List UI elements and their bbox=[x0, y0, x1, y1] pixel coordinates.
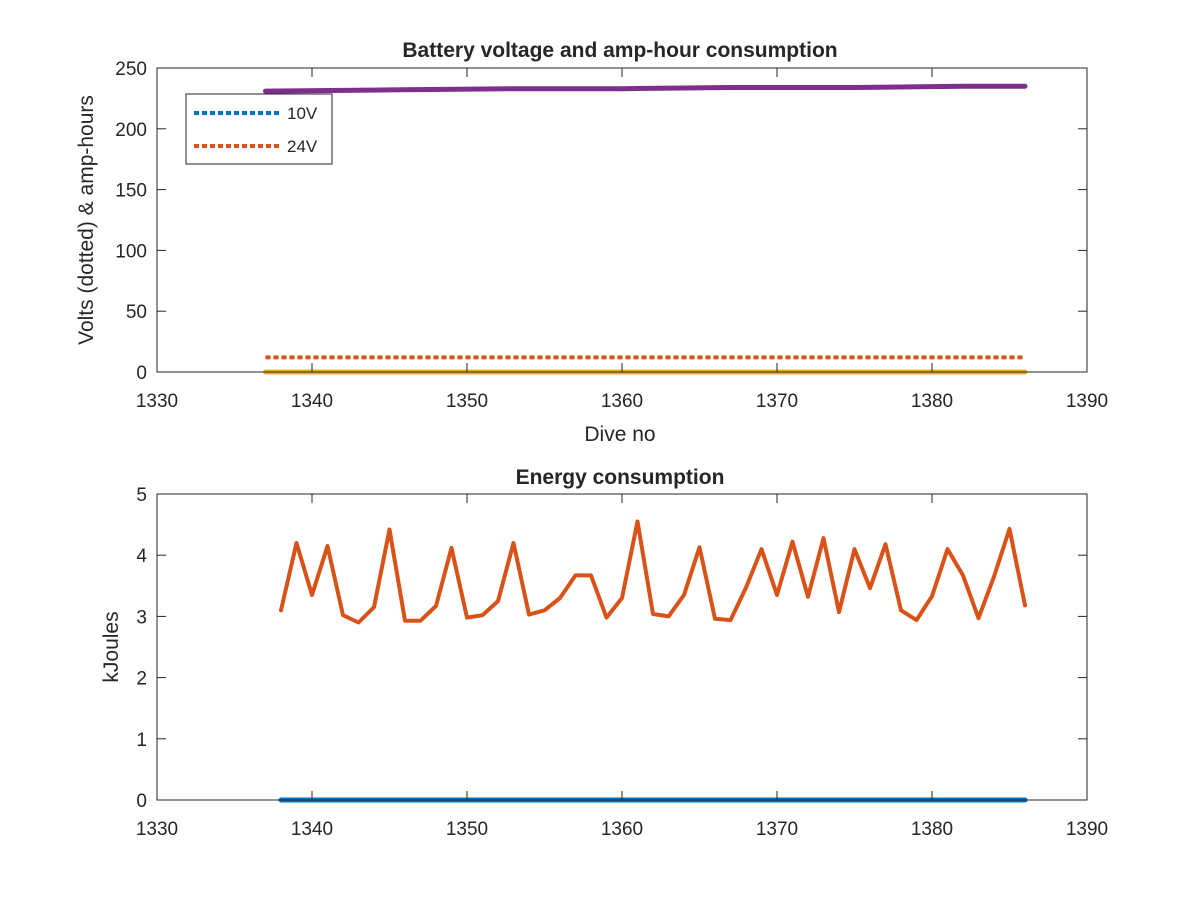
y-tick-label: 0 bbox=[136, 363, 147, 384]
series-line-battery-4 bbox=[263, 83, 1028, 94]
series-group-battery bbox=[263, 83, 1028, 375]
y-tick-label: 5 bbox=[136, 485, 147, 506]
chart-title-battery: Battery voltage and amp-hour consumption bbox=[402, 39, 837, 62]
x-tick-label: 1350 bbox=[446, 391, 488, 412]
x-tick-label: 1360 bbox=[601, 819, 643, 840]
y-tick-label: 100 bbox=[115, 241, 147, 262]
y-tick-label: 200 bbox=[115, 120, 147, 141]
ticks-energy: 1330 1340 1350 1360 1370 1380 1390 0 1 2 3 4 5 bbox=[136, 485, 1108, 840]
subplot-battery: Battery voltage and amp-hour consumption… bbox=[75, 39, 1108, 446]
x-tick-label: 1370 bbox=[756, 819, 798, 840]
x-axis-label-battery: Dive no bbox=[584, 423, 655, 446]
x-tick-label: 1350 bbox=[446, 819, 488, 840]
x-tick-label: 1330 bbox=[136, 819, 178, 840]
series-line-energy-2 bbox=[279, 519, 1027, 625]
x-tick-label: 1380 bbox=[911, 391, 953, 412]
y-axis-label-energy: kJoules bbox=[100, 611, 123, 682]
legend-box bbox=[185, 93, 333, 165]
x-tick-label: 1390 bbox=[1066, 819, 1108, 840]
y-axis-label-battery: Volts (dotted) & amp-hours bbox=[75, 95, 98, 345]
legend-label-24v: 24V bbox=[287, 137, 318, 156]
series-group-energy bbox=[278, 519, 1028, 803]
y-tick-label: 3 bbox=[136, 607, 147, 628]
y-tick-label: 50 bbox=[126, 302, 147, 323]
legend-label-10v: 10V bbox=[287, 104, 318, 123]
y-tick-label: 150 bbox=[115, 181, 147, 202]
x-tick-label: 1370 bbox=[756, 391, 798, 412]
x-tick-label: 1390 bbox=[1066, 391, 1108, 412]
chart-title-energy: Energy consumption bbox=[516, 466, 725, 489]
y-tick-label: 250 bbox=[115, 59, 147, 80]
x-tick-label: 1360 bbox=[601, 391, 643, 412]
legend: 10V 24V bbox=[185, 93, 333, 165]
x-tick-label: 1330 bbox=[136, 391, 178, 412]
y-tick-label: 1 bbox=[136, 730, 147, 751]
subplot-energy: Energy consumption 1330 1340 1350 1360 1370 1… bbox=[100, 466, 1108, 840]
ticks-battery: 1330 1340 1350 1360 1370 1380 1390 0 50 100 150 200… bbox=[115, 59, 1108, 412]
plot-frame-energy bbox=[156, 493, 1088, 801]
y-tick-label: 4 bbox=[136, 546, 147, 567]
x-tick-label: 1340 bbox=[291, 819, 333, 840]
y-tick-label: 0 bbox=[136, 791, 147, 812]
x-tick-label: 1380 bbox=[911, 819, 953, 840]
y-tick-label: 2 bbox=[136, 669, 147, 690]
x-tick-label: 1340 bbox=[291, 391, 333, 412]
